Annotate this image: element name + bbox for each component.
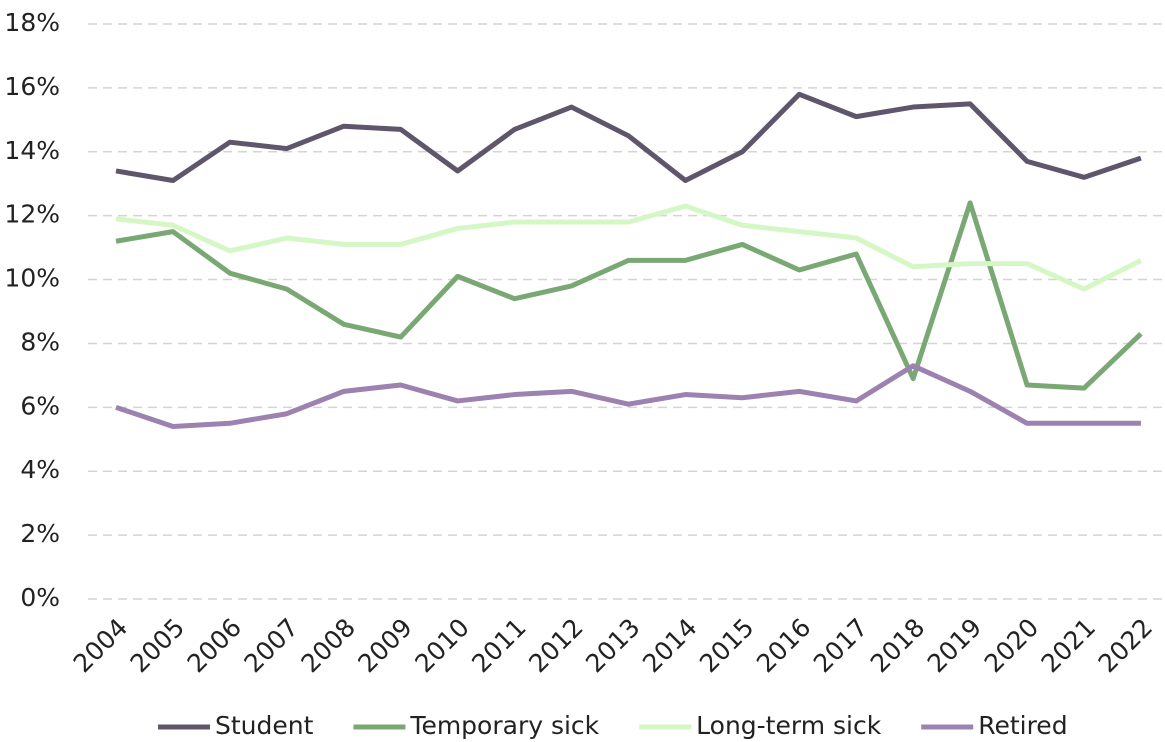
x-tick-label: 2022 — [1093, 613, 1158, 678]
series-line — [115, 91, 1142, 184]
x-tick-label: 2010 — [409, 613, 474, 678]
y-tick-label: 12% — [4, 200, 60, 229]
y-tick-label: 8% — [20, 327, 60, 356]
x-tick-label: 2014 — [637, 613, 702, 678]
x-tick-label: 2018 — [865, 613, 930, 678]
y-tick-label: 18% — [4, 8, 60, 37]
series-line — [115, 203, 1143, 292]
x-tick-label: 2013 — [580, 613, 645, 678]
y-tick-label: 14% — [4, 136, 60, 165]
legend-label: Long-term sick — [696, 711, 882, 740]
x-tick-label: 2008 — [295, 613, 360, 678]
y-tick-label: 6% — [20, 391, 60, 420]
x-tick-label: 2012 — [523, 613, 588, 678]
x-tick-label: 2017 — [808, 613, 873, 678]
x-tick-label: 2006 — [182, 613, 247, 678]
x-tick-label: 2011 — [466, 613, 531, 678]
y-tick-label: 16% — [4, 72, 60, 101]
legend-label: Student — [215, 711, 314, 740]
y-tick-label: 10% — [4, 264, 60, 293]
x-tick-label: 2020 — [979, 613, 1044, 678]
y-tick-label: 2% — [20, 519, 60, 548]
y-tick-label: 0% — [20, 583, 60, 612]
legend-label: Temporary sick — [409, 711, 599, 740]
y-tick-label: 4% — [20, 455, 60, 484]
legend-label: Retired — [978, 711, 1067, 740]
series-line — [115, 363, 1141, 429]
x-tick-label: 2009 — [352, 613, 417, 678]
x-tick-label: 2015 — [694, 613, 759, 678]
x-tick-label: 2007 — [239, 613, 304, 678]
x-tick-label: 2021 — [1036, 613, 1101, 678]
x-tick-label: 2019 — [922, 613, 987, 678]
x-tick-label: 2016 — [751, 613, 816, 678]
series-line — [115, 200, 1143, 391]
x-tick-label: 2005 — [125, 613, 190, 678]
x-tick-label: 2004 — [68, 613, 133, 678]
